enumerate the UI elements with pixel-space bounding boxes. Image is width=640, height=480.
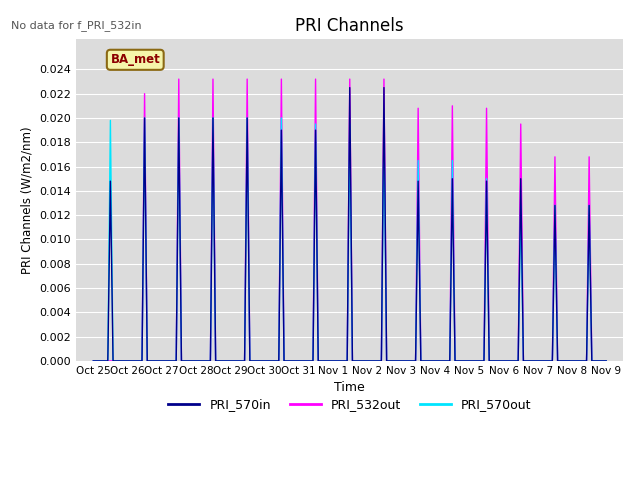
Title: PRI Channels: PRI Channels [296, 17, 404, 35]
Text: No data for f_PRI_532in: No data for f_PRI_532in [10, 20, 141, 31]
Legend: PRI_570in, PRI_532out, PRI_570out: PRI_570in, PRI_532out, PRI_570out [163, 393, 536, 416]
Y-axis label: PRI Channels (W/m2/nm): PRI Channels (W/m2/nm) [21, 126, 34, 274]
Text: BA_met: BA_met [110, 53, 160, 66]
X-axis label: Time: Time [334, 382, 365, 395]
